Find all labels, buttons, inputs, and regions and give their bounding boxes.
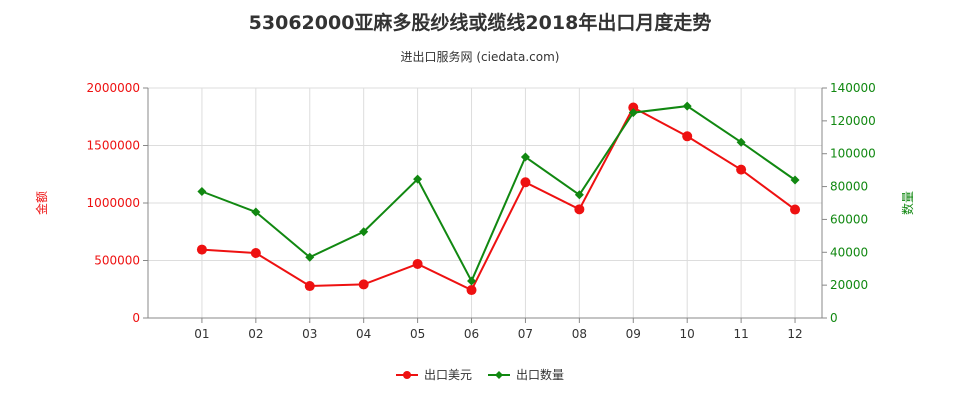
data-point[interactable] — [736, 164, 747, 175]
data-point[interactable] — [628, 108, 638, 118]
data-point[interactable] — [682, 131, 693, 142]
x-tick-label: 06 — [464, 327, 479, 341]
x-tick-label: 04 — [356, 327, 371, 341]
chart-title: 53062000亚麻多股纱线或缆线2018年出口月度走势 — [248, 12, 712, 34]
left-tick-label: 0 — [132, 311, 140, 325]
x-tick-label: 10 — [680, 327, 695, 341]
data-point[interactable] — [250, 248, 261, 259]
x-tick-label: 12 — [787, 327, 802, 341]
series-group — [196, 101, 801, 296]
data-point[interactable] — [304, 281, 315, 292]
left-tick-label: 2000000 — [87, 81, 140, 95]
data-point[interactable] — [466, 285, 477, 296]
data-point[interactable] — [358, 279, 369, 290]
data-point[interactable] — [790, 175, 800, 185]
data-point[interactable] — [196, 244, 207, 255]
legend-marker — [403, 371, 411, 379]
x-tick-label: 07 — [518, 327, 533, 341]
right-axis-ticks: 0 20000 40000 60000 80000 100000 120000 140000 — [822, 81, 876, 325]
data-point[interactable] — [790, 204, 801, 215]
left-tick-label: 1000000 — [87, 196, 140, 210]
data-point[interactable] — [305, 252, 315, 262]
grid-lines — [148, 87, 822, 319]
x-tick-label: 01 — [194, 327, 209, 341]
right-tick-label: 80000 — [830, 180, 868, 194]
data-point[interactable] — [197, 187, 207, 196]
data-point[interactable] — [628, 102, 639, 113]
data-point[interactable] — [682, 101, 692, 111]
data-point[interactable] — [520, 152, 530, 162]
data-point[interactable] — [520, 177, 531, 188]
legend-marker — [495, 371, 503, 379]
data-point[interactable] — [412, 258, 423, 269]
x-tick-label: 05 — [410, 327, 425, 341]
series-line — [201, 106, 796, 292]
right-tick-label: 140000 — [830, 81, 876, 95]
left-axis-ticks: 0 500000 1000000 1500000 2000000 — [87, 81, 148, 325]
right-tick-label: 20000 — [830, 278, 868, 292]
series-1 — [196, 102, 801, 296]
legend-item-1[interactable]: 出口美元 — [396, 368, 472, 382]
series-line — [201, 105, 796, 284]
data-point[interactable] — [574, 204, 585, 215]
right-tick-label: 60000 — [830, 212, 868, 226]
legend: 出口美元 出口数量 — [396, 367, 564, 382]
data-point[interactable] — [467, 276, 477, 286]
right-tick-label: 0 — [830, 311, 838, 325]
chart-subtitle: 进出口服务网 (ciedata.com) — [400, 50, 560, 64]
left-axis-label: 金额 — [34, 191, 49, 215]
x-tick-label: 08 — [572, 327, 587, 341]
series-2 — [197, 101, 800, 286]
x-tick-label: 11 — [733, 327, 748, 341]
data-point[interactable] — [413, 174, 423, 184]
right-tick-label: 120000 — [830, 114, 876, 128]
right-axis-label: 数量 — [900, 191, 915, 215]
left-tick-label: 500000 — [94, 254, 140, 268]
x-tick-label: 09 — [626, 327, 641, 341]
legend-label: 出口美元 — [424, 368, 472, 382]
legend-label: 出口数量 — [516, 367, 564, 382]
data-point[interactable] — [251, 207, 261, 217]
legend-item-2[interactable]: 出口数量 — [488, 367, 564, 382]
data-point[interactable] — [574, 190, 584, 200]
right-tick-label: 40000 — [830, 245, 868, 259]
left-tick-label: 1500000 — [87, 139, 140, 153]
data-point[interactable] — [359, 227, 369, 237]
x-tick-label: 02 — [248, 327, 263, 341]
x-tick-label: 03 — [302, 327, 317, 341]
data-point[interactable] — [736, 137, 746, 147]
right-tick-label: 100000 — [830, 147, 876, 161]
x-axis-ticks: 01 02 03 04 05 06 07 08 09 10 11 12 — [194, 318, 803, 341]
